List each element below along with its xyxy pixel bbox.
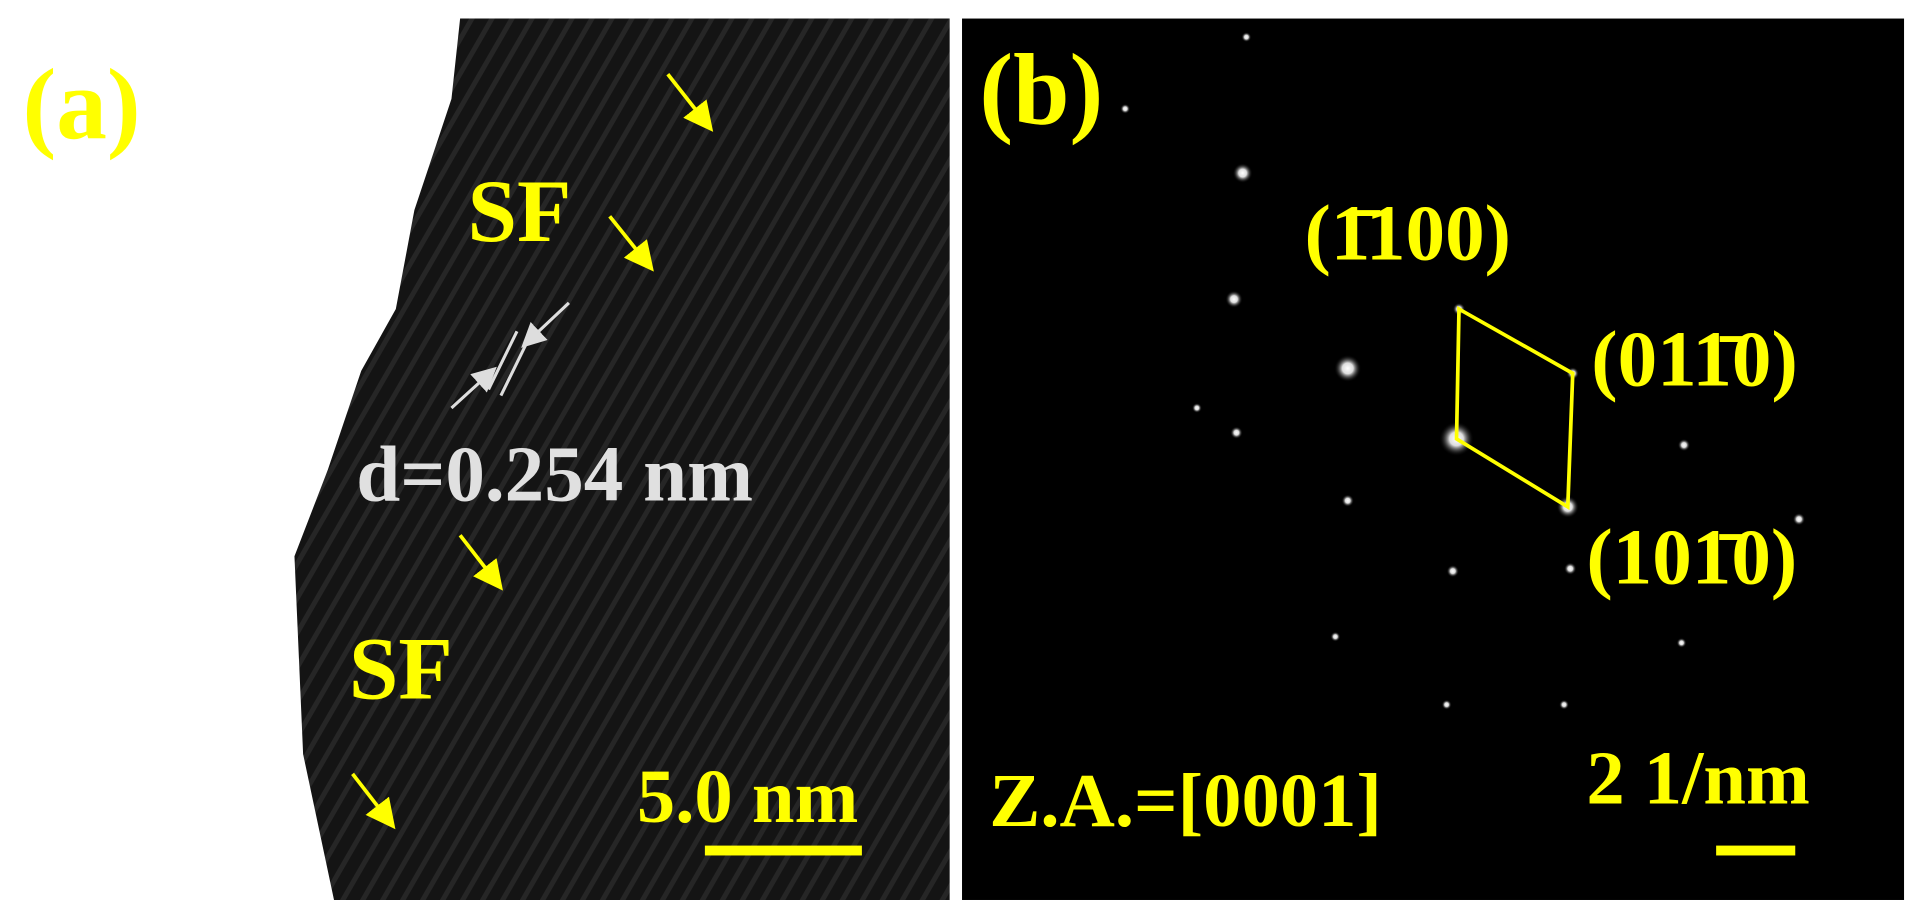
scale-bar-label: 5.0 nm: [637, 754, 858, 839]
scale-bar: [704, 845, 862, 856]
crystal-region: [294, 18, 950, 900]
sf-arrows: [351, 73, 714, 830]
scale-bar-label: 2 1/nm: [1586, 736, 1810, 821]
zone-axis: Z.A.=[0001]: [989, 758, 1382, 843]
unit-cell: [1454, 305, 1575, 511]
panel-label: (b): [979, 34, 1103, 146]
sf-label: SF: [468, 163, 572, 261]
scale-bar: [1716, 845, 1796, 856]
spot-index: (011̄0): [1591, 317, 1798, 404]
diffraction-spots: [1120, 32, 1806, 710]
panel-a: (a) SF SF d=0.254 nm 5.0 nm: [0, 18, 950, 900]
panel-label: (a): [22, 48, 140, 160]
sf-label: SF: [349, 620, 453, 718]
d-spacing-label: d=0.254 nm: [356, 432, 753, 519]
spot-index: (1̄100): [1304, 191, 1511, 278]
panel-b: (b) (1̄100) (011̄0) (101̄0) Z.A.=[0001] …: [962, 18, 1905, 900]
d-spacing-marker: [450, 301, 570, 410]
background: [962, 18, 1905, 900]
spot-index: (101̄0): [1586, 515, 1797, 602]
